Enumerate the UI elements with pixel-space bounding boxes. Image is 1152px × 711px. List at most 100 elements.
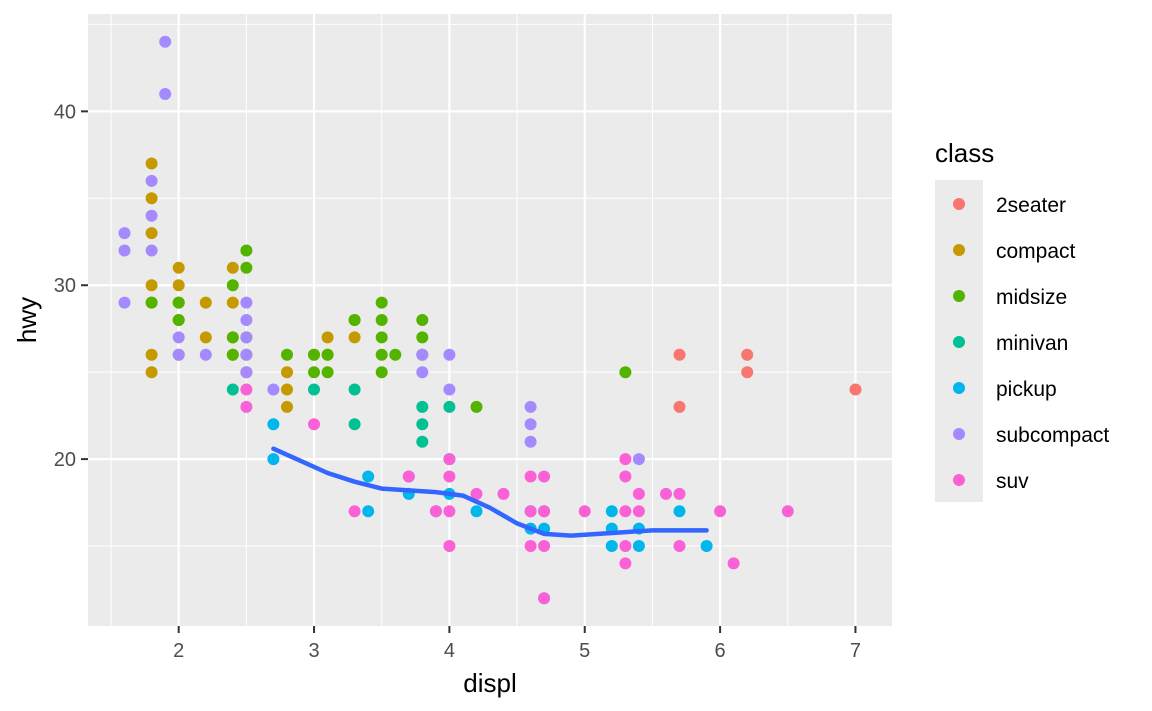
- data-points: [118, 35, 862, 605]
- legend-key-pickup: [953, 382, 965, 394]
- point-subcompact: [145, 244, 158, 257]
- point-suv: [538, 592, 551, 605]
- x-axis-title: displ: [463, 668, 516, 698]
- point-2seater: [849, 383, 862, 396]
- point-compact: [172, 261, 185, 274]
- point-2seater: [673, 400, 686, 413]
- y-axis-title: hwy: [12, 297, 42, 343]
- point-subcompact: [172, 331, 185, 344]
- legend-key-2seater: [953, 198, 965, 210]
- legend-label-compact: compact: [996, 240, 1076, 263]
- point-pickup: [605, 540, 618, 552]
- point-minivan: [416, 400, 429, 413]
- point-midsize: [348, 314, 361, 326]
- point-midsize: [308, 366, 320, 379]
- point-midsize: [321, 366, 334, 379]
- point-suv: [632, 505, 645, 518]
- point-subcompact: [632, 453, 645, 466]
- point-suv: [497, 487, 510, 500]
- y-tick-label: 30: [54, 275, 76, 297]
- smooth-trend-line: [271, 446, 709, 538]
- legend-key-compact: [953, 244, 965, 256]
- point-subcompact: [145, 174, 158, 187]
- point-subcompact: [159, 88, 172, 100]
- legend: class 2seater compact midsize minivan pickup…: [935, 138, 1109, 502]
- point-midsize: [470, 400, 483, 413]
- point-subcompact: [159, 35, 172, 48]
- point-compact: [226, 296, 239, 309]
- point-subcompact: [118, 296, 131, 309]
- point-subcompact: [443, 383, 456, 396]
- point-midsize: [172, 314, 185, 326]
- legend-label-2seater: 2seater: [996, 194, 1066, 217]
- legend-label-pickup: pickup: [996, 378, 1057, 401]
- point-suv: [619, 540, 632, 552]
- point-compact: [281, 400, 293, 413]
- legend-label-subcompact: subcompact: [996, 424, 1109, 447]
- point-suv: [524, 540, 537, 552]
- point-suv: [470, 487, 483, 500]
- point-suv: [660, 487, 672, 500]
- point-subcompact: [443, 348, 456, 361]
- point-2seater: [741, 366, 754, 379]
- point-suv: [781, 505, 794, 518]
- point-compact: [226, 261, 239, 274]
- point-suv: [538, 470, 551, 483]
- point-suv: [619, 505, 632, 518]
- point-subcompact: [524, 435, 537, 448]
- x-tick-label: 4: [444, 640, 455, 662]
- major-gridlines: [88, 14, 892, 626]
- point-subcompact: [145, 209, 158, 222]
- point-2seater: [741, 348, 754, 361]
- point-suv: [538, 540, 551, 552]
- point-midsize: [375, 366, 388, 379]
- point-subcompact: [267, 383, 280, 396]
- point-pickup: [267, 418, 280, 431]
- point-subcompact: [118, 244, 131, 257]
- point-suv: [348, 505, 361, 518]
- point-subcompact: [172, 348, 185, 361]
- point-suv: [619, 557, 632, 570]
- point-midsize: [375, 348, 388, 361]
- point-pickup: [267, 453, 280, 466]
- legend-key-minivan: [953, 336, 965, 348]
- legend-label-midsize: midsize: [996, 286, 1067, 309]
- legend-label-suv: suv: [996, 470, 1029, 493]
- y-tick-label: 20: [54, 449, 76, 471]
- point-subcompact: [524, 418, 537, 431]
- point-suv: [673, 487, 686, 500]
- point-suv: [714, 505, 727, 518]
- point-midsize: [226, 331, 239, 344]
- point-compact: [172, 279, 185, 292]
- point-compact: [145, 157, 158, 170]
- point-compact: [145, 279, 158, 292]
- legend-key-midsize: [953, 290, 965, 302]
- point-midsize: [145, 296, 158, 309]
- x-tick-label: 5: [579, 640, 590, 662]
- point-subcompact: [240, 331, 253, 344]
- point-suv: [240, 383, 253, 396]
- point-midsize: [416, 314, 429, 326]
- x-tick-label: 2: [173, 640, 184, 662]
- x-tick-label: 3: [308, 640, 319, 662]
- panel-background: [88, 14, 892, 626]
- point-subcompact: [240, 314, 253, 326]
- legend-key-suv: [953, 474, 965, 486]
- point-suv: [402, 470, 415, 483]
- point-2seater: [673, 348, 686, 361]
- point-suv: [429, 505, 442, 518]
- point-pickup: [605, 505, 618, 518]
- point-subcompact: [416, 348, 429, 361]
- point-compact: [281, 366, 293, 379]
- point-compact: [145, 366, 158, 379]
- x-tick-label: 6: [715, 640, 726, 662]
- point-suv: [524, 505, 537, 518]
- point-midsize: [321, 348, 334, 361]
- point-suv: [524, 470, 537, 483]
- point-midsize: [308, 348, 320, 361]
- point-minivan: [443, 400, 456, 413]
- point-subcompact: [240, 296, 253, 309]
- point-compact: [321, 331, 334, 344]
- point-midsize: [375, 331, 388, 344]
